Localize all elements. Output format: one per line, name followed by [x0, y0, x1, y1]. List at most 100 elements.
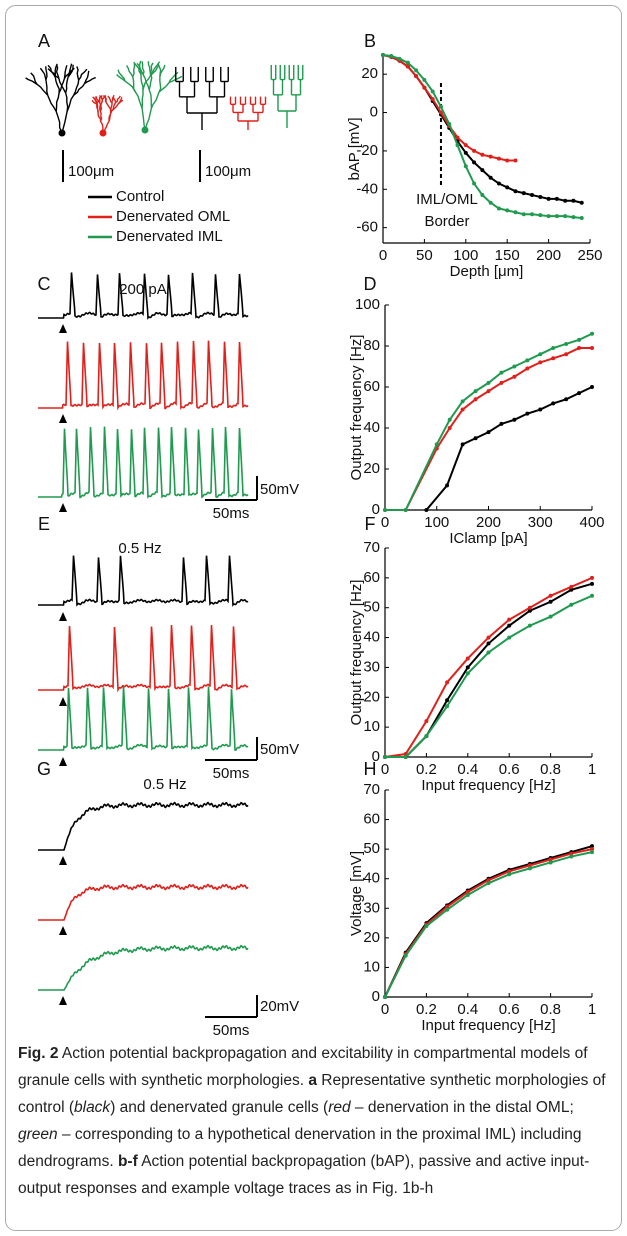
- data-point: [551, 401, 556, 406]
- data-point: [389, 53, 394, 58]
- data-point: [424, 508, 429, 512]
- x-tick-label: 0.8: [540, 761, 561, 778]
- data-point: [538, 407, 543, 412]
- data-point: [507, 617, 512, 622]
- dendrite: [55, 64, 60, 79]
- dendrite: [159, 64, 166, 77]
- dendrite: [148, 73, 153, 91]
- data-point: [512, 364, 517, 369]
- y-tick-label: 0: [372, 988, 380, 1005]
- data-point: [554, 214, 559, 219]
- scale-label: 50mV: [260, 481, 299, 498]
- y-tick-label: 50: [363, 599, 380, 616]
- caption-run: Action potential backpropagation (bAP), …: [18, 1153, 590, 1197]
- data-point: [507, 635, 512, 640]
- dendrite: [107, 95, 113, 104]
- data-point: [590, 844, 594, 849]
- dendrite: [149, 65, 160, 77]
- data-point: [525, 358, 530, 363]
- data-point: [381, 53, 385, 57]
- data-point: [445, 698, 450, 703]
- stimulus-arrow: [59, 324, 67, 333]
- data-point: [548, 860, 553, 865]
- data-point: [488, 154, 493, 159]
- scale-label: 50ms: [213, 765, 250, 782]
- dendrite: [61, 111, 68, 134]
- data-point: [405, 64, 410, 69]
- caption-run: red: [328, 1099, 351, 1116]
- x-tick-label: 0.8: [540, 1001, 561, 1018]
- panel-label: G: [37, 759, 51, 779]
- dendrite: [73, 83, 86, 96]
- data-point: [513, 210, 518, 215]
- dendrite: [104, 95, 107, 103]
- x-tick-label: 0.2: [416, 1001, 437, 1018]
- legend-label: Denervated IML: [116, 228, 223, 245]
- dendrite: [73, 79, 80, 96]
- data-point: [507, 872, 512, 877]
- scale-label: 20mV: [260, 998, 299, 1015]
- scale-label: 100μm: [205, 163, 251, 180]
- x-tick-label: 0: [381, 761, 389, 778]
- dendrite: [111, 96, 114, 104]
- dendrite: [97, 111, 102, 122]
- dendrite: [142, 74, 150, 91]
- dendrite: [25, 77, 38, 85]
- data-point: [480, 168, 485, 173]
- stimulus-arrow: [59, 503, 67, 512]
- data-point: [577, 337, 582, 342]
- y-tick-label: 20: [363, 688, 380, 705]
- caption-run: Representative synthetic morphologies of…: [18, 1072, 606, 1116]
- annotation: IML/OML: [416, 191, 478, 208]
- data-point: [447, 426, 452, 430]
- data-point: [447, 417, 452, 422]
- soma: [99, 129, 107, 137]
- data-point: [403, 755, 408, 759]
- data-point: [527, 623, 532, 628]
- dendrite: [117, 69, 126, 82]
- data-point: [465, 665, 470, 670]
- data-point: [590, 593, 594, 598]
- data-point: [430, 97, 435, 102]
- data-point: [563, 198, 568, 203]
- y-tick-label: 100: [355, 296, 380, 313]
- dendrite: [36, 83, 49, 96]
- series-line: [425, 386, 593, 511]
- dendrite: [99, 110, 103, 122]
- voltage-trace: [38, 686, 249, 752]
- data-point: [569, 854, 574, 859]
- dendrite: [64, 92, 69, 112]
- dendrite: [39, 67, 47, 80]
- dendrite: [115, 95, 121, 104]
- voltage-trace: [38, 625, 249, 693]
- x-tick-label: 1: [588, 761, 596, 778]
- data-point: [496, 206, 501, 211]
- data-point: [397, 56, 402, 61]
- dendrite: [30, 72, 38, 85]
- data-point: [488, 200, 493, 205]
- data-point: [530, 212, 535, 217]
- voltage-trace: [38, 883, 249, 921]
- caption-run: – denervation in the distal OML;: [350, 1099, 574, 1116]
- data-point: [569, 851, 574, 856]
- data-point: [403, 508, 408, 512]
- data-point: [513, 158, 518, 163]
- soma: [141, 126, 149, 134]
- data-point: [527, 866, 532, 871]
- x-axis-label: Input frequency [Hz]: [421, 1017, 555, 1034]
- data-point: [473, 389, 478, 394]
- stimulus-arrow: [59, 926, 67, 935]
- data-point: [590, 575, 594, 580]
- y-axis-label: Output frequency [Hz]: [348, 335, 365, 481]
- dendrite: [96, 103, 99, 112]
- data-point: [447, 122, 452, 127]
- data-point: [488, 175, 493, 180]
- y-tick-label: 30: [363, 658, 380, 675]
- data-point: [486, 635, 491, 640]
- data-point: [548, 857, 553, 862]
- data-point: [525, 411, 530, 416]
- data-point: [496, 181, 501, 186]
- dendrite: [116, 74, 126, 82]
- data-point: [525, 366, 530, 371]
- dendrite: [158, 82, 170, 93]
